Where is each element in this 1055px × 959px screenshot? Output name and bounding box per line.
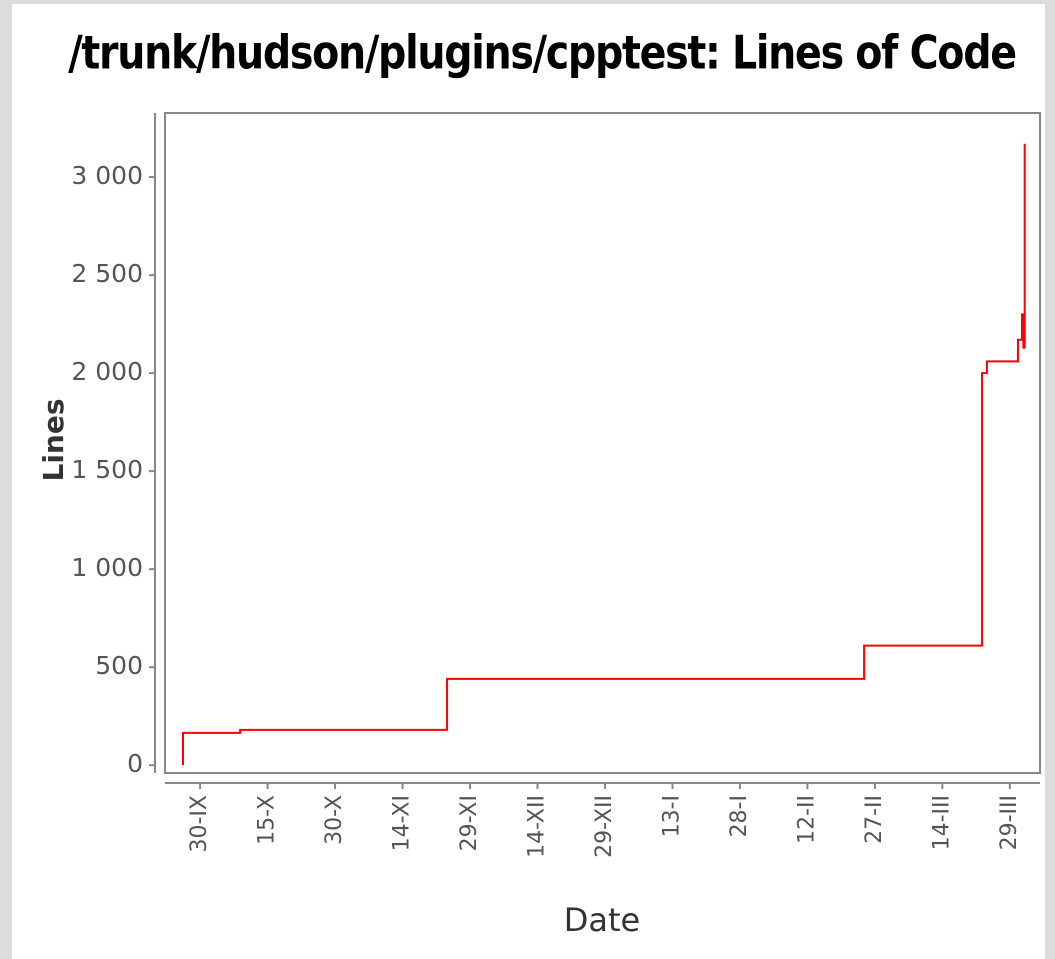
plot-frame xyxy=(164,112,1041,774)
x-tick-label: 14-XI xyxy=(390,795,415,851)
x-tick-label: 14-XII xyxy=(524,795,549,858)
y-tick-label: 1 500 xyxy=(71,455,143,484)
x-tick-label: 12-II xyxy=(794,795,819,844)
data-line xyxy=(181,143,1026,766)
y-tick-label: 500 xyxy=(95,651,143,680)
x-tick-label: 27-II xyxy=(862,795,887,844)
chart-background xyxy=(12,4,1045,959)
x-tick-label: 13-I xyxy=(659,795,684,837)
y-tick-label: 0 xyxy=(127,749,143,778)
x-tick-label: 15-X xyxy=(255,795,280,845)
y-tick-label: 2 500 xyxy=(71,259,143,288)
x-tick-label: 30-X xyxy=(322,795,347,845)
y-tick-label: 1 000 xyxy=(71,553,143,582)
x-tick-label: 14-III xyxy=(929,795,954,850)
chart-title: /trunk/hudson/plugins/cpptest: Lines of … xyxy=(68,27,1016,81)
y-tick-label: 2 000 xyxy=(71,357,143,386)
x-tick-label: 29-XII xyxy=(592,795,617,858)
y-axis-label: Lines xyxy=(37,398,70,481)
x-tick-label: 29-III xyxy=(997,795,1022,850)
y-tick-label: 3 000 xyxy=(71,161,143,190)
x-tick-label: 30-IX xyxy=(187,795,212,853)
x-tick-label: 28-I xyxy=(727,795,752,837)
x-tick-label: 29-XI xyxy=(457,795,482,851)
x-axis-label: Date xyxy=(564,901,640,939)
